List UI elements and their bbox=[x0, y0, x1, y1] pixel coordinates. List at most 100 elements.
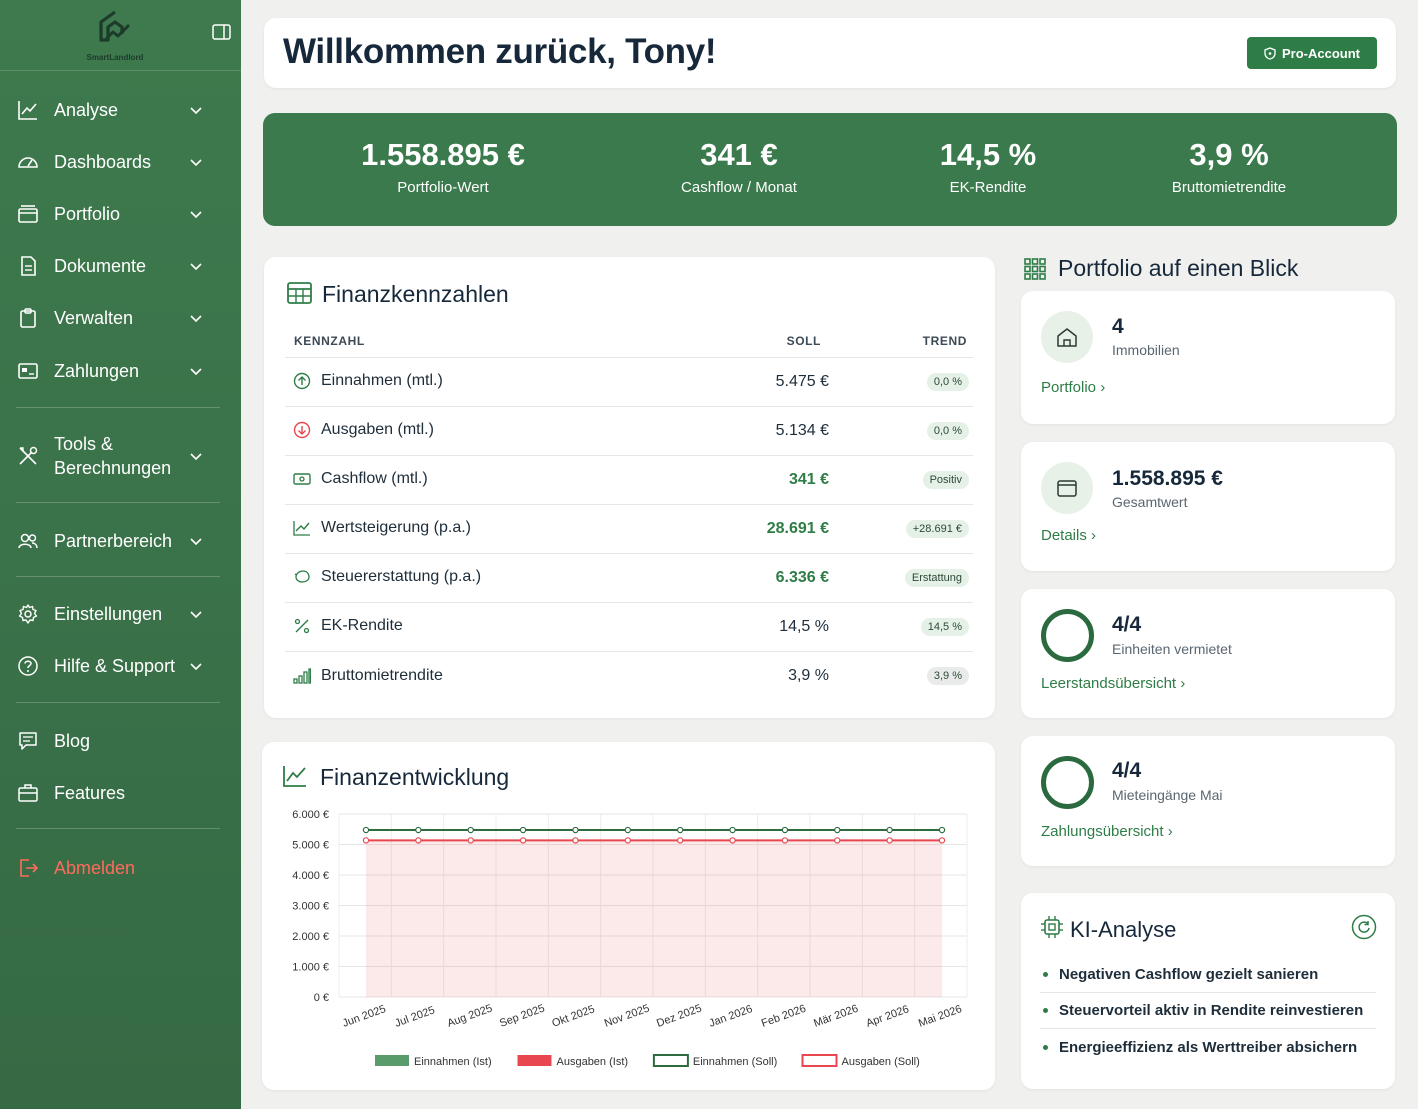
column-header-trend: TREND bbox=[833, 325, 973, 358]
sidebar-divider bbox=[16, 828, 220, 829]
pro-account-label: Pro-Account bbox=[1282, 45, 1360, 61]
x-tick-label: Mai 2026 bbox=[917, 1003, 964, 1030]
briefcase-icon bbox=[17, 782, 39, 804]
help-icon bbox=[17, 655, 39, 677]
sidebar-item-label-line2: Berechnungen bbox=[54, 458, 172, 478]
sidebar-item-partnerbereich[interactable]: Partnerbereich bbox=[0, 529, 241, 553]
glance-value: 4/4 bbox=[1112, 759, 1142, 782]
finanzkennzahlen-card: Finanzkennzahlen KENNZAHL SOLL TREND Ein… bbox=[264, 257, 995, 718]
wallet-icon bbox=[1041, 462, 1093, 514]
sidebar-item-hilfe[interactable]: Hilfe & Support bbox=[0, 654, 241, 678]
data-point bbox=[938, 826, 946, 834]
table-row: Cashflow (mtl.) 341 € Positiv bbox=[285, 455, 973, 505]
glance-subtitle: Einheiten vermietet bbox=[1112, 641, 1232, 657]
y-tick-label: 2.000 € bbox=[292, 931, 329, 943]
sidebar-item-blog[interactable]: Blog bbox=[0, 729, 241, 753]
chevron-down-icon bbox=[190, 315, 202, 323]
kpi-banner: 1.558.895 € Portfolio-Wert 341 € Cashflo… bbox=[263, 113, 1397, 226]
kennzahl-name: Steuererstattung (p.a.) bbox=[321, 568, 482, 586]
soll-value: 5.134 € bbox=[693, 406, 833, 456]
trend-cell: 0,0 % bbox=[833, 357, 973, 407]
leerstand-link[interactable]: Leerstandsübersicht › bbox=[1041, 675, 1186, 692]
x-tick-label: Apr 2026 bbox=[865, 1003, 911, 1030]
data-point bbox=[676, 837, 684, 844]
logout-icon bbox=[17, 857, 39, 879]
document-icon bbox=[17, 255, 39, 277]
piggy-bank-icon bbox=[293, 568, 313, 586]
data-point bbox=[886, 826, 893, 834]
pro-account-button[interactable]: Pro-Account bbox=[1247, 37, 1377, 69]
sidebar-item-verwalten[interactable]: Verwalten bbox=[0, 306, 241, 330]
glance-subtitle: Immobilien bbox=[1112, 342, 1180, 358]
sidebar-item-label: Hilfe & Support bbox=[54, 656, 176, 676]
tools-icon bbox=[17, 445, 39, 467]
zahlungen-link[interactable]: Zahlungsübersicht › bbox=[1041, 823, 1173, 840]
trend-badge: Erstattung bbox=[904, 569, 969, 587]
kennzahl-cell: Bruttomietrendite bbox=[285, 651, 693, 700]
table-row: Einnahmen (mtl.) 5.475 € 0,0 % bbox=[285, 357, 973, 407]
chevron-down-icon bbox=[190, 107, 202, 115]
kennzahl-cell: Einnahmen (mtl.) bbox=[285, 357, 693, 407]
page-title: Willkommen zurück, Tony! bbox=[283, 32, 717, 71]
table-row: Steuererstattung (p.a.) 6.336 € Erstattung bbox=[285, 553, 973, 603]
trend-cell: Erstattung bbox=[833, 553, 973, 603]
data-point bbox=[729, 837, 736, 844]
sidebar-item-features[interactable]: Features bbox=[0, 781, 241, 805]
table-icon bbox=[287, 282, 312, 304]
kpi-label: EK-Rendite bbox=[949, 179, 1027, 196]
refresh-icon[interactable] bbox=[1351, 914, 1377, 940]
sidebar: SmartLandlord Analyse Dashboards Portfol… bbox=[0, 0, 241, 1109]
sidebar-item-analyse[interactable]: Analyse bbox=[0, 98, 241, 122]
data-point bbox=[676, 826, 684, 834]
grid-icon bbox=[1024, 257, 1046, 280]
table-row: Bruttomietrendite 3,9 % 3,9 % bbox=[285, 651, 973, 700]
sidebar-item-portfolio[interactable]: Portfolio bbox=[0, 202, 241, 226]
cash-icon bbox=[293, 470, 313, 488]
trend-cell: 0,0 % bbox=[833, 406, 973, 456]
soll-value: 3,9 % bbox=[788, 666, 829, 684]
sidebar-item-logout[interactable]: Abmelden bbox=[0, 856, 241, 880]
legend-swatch bbox=[801, 1054, 838, 1067]
sidebar-item-label: Dokumente bbox=[54, 256, 147, 276]
data-point bbox=[624, 826, 632, 834]
sidebar-item-label: Abmelden bbox=[54, 858, 136, 878]
glance-subtitle: Gesamtwert bbox=[1112, 494, 1188, 510]
soll-value: 5.475 € bbox=[693, 357, 833, 407]
sidebar-item-label: Einstellungen bbox=[54, 604, 163, 624]
sidebar-divider bbox=[16, 502, 220, 503]
soll-value: 28.691 € bbox=[693, 504, 833, 554]
y-tick-label: 1.000 € bbox=[292, 962, 329, 974]
x-tick-label: Aug 2025 bbox=[446, 1002, 494, 1029]
chevron-down-icon bbox=[190, 611, 202, 619]
sidebar-collapse-icon[interactable] bbox=[212, 24, 231, 40]
y-tick-label: 5.000 € bbox=[292, 840, 329, 852]
sidebar-item-dashboards[interactable]: Dashboards bbox=[0, 150, 241, 174]
sidebar-item-einstellungen[interactable]: Einstellungen bbox=[0, 602, 241, 626]
soll-value: 14,5 % bbox=[693, 602, 833, 652]
ki-analyse-title: KI-Analyse bbox=[1070, 917, 1177, 942]
sidebar-item-dokumente[interactable]: Dokumente bbox=[0, 254, 241, 278]
sidebar-item-label: Partnerbereich bbox=[54, 531, 173, 551]
glance-subtitle: Mieteingänge Mai bbox=[1112, 787, 1223, 803]
portfolio-link[interactable]: Portfolio › bbox=[1041, 379, 1106, 396]
sidebar-item-zahlungen[interactable]: Zahlungen bbox=[0, 359, 241, 383]
logo-area: SmartLandlord bbox=[0, 0, 241, 71]
glance-value: 1.558.895 € bbox=[1112, 467, 1223, 490]
kpi-label: Cashflow / Monat bbox=[681, 179, 797, 196]
sidebar-item-tools[interactable]: Tools & Berechnungen bbox=[0, 432, 241, 480]
brand-logo[interactable]: SmartLandlord bbox=[78, 10, 152, 62]
sidebar-item-label: Analyse bbox=[54, 100, 119, 120]
glance-section-title: Portfolio auf einen Blick bbox=[1024, 255, 1298, 282]
kennzahl-cell: Steuererstattung (p.a.) bbox=[285, 553, 693, 603]
y-tick-label: 0 € bbox=[314, 992, 329, 1004]
table-row: Ausgaben (mtl.) 5.134 € 0,0 % bbox=[285, 406, 973, 456]
glance-value: 4/4 bbox=[1112, 613, 1142, 636]
bars-icon bbox=[293, 667, 313, 685]
sidebar-item-label: Tools & bbox=[54, 434, 114, 454]
kpi-label: Portfolio-Wert bbox=[397, 179, 489, 196]
details-link[interactable]: Details › bbox=[1041, 527, 1097, 544]
sidebar-item-label: Zahlungen bbox=[54, 361, 140, 381]
arrow-down-circle-icon bbox=[293, 421, 313, 439]
glance-card-immobilien: 4 Immobilien Portfolio › bbox=[1021, 291, 1395, 424]
x-tick-label: Mär 2026 bbox=[812, 1003, 860, 1030]
